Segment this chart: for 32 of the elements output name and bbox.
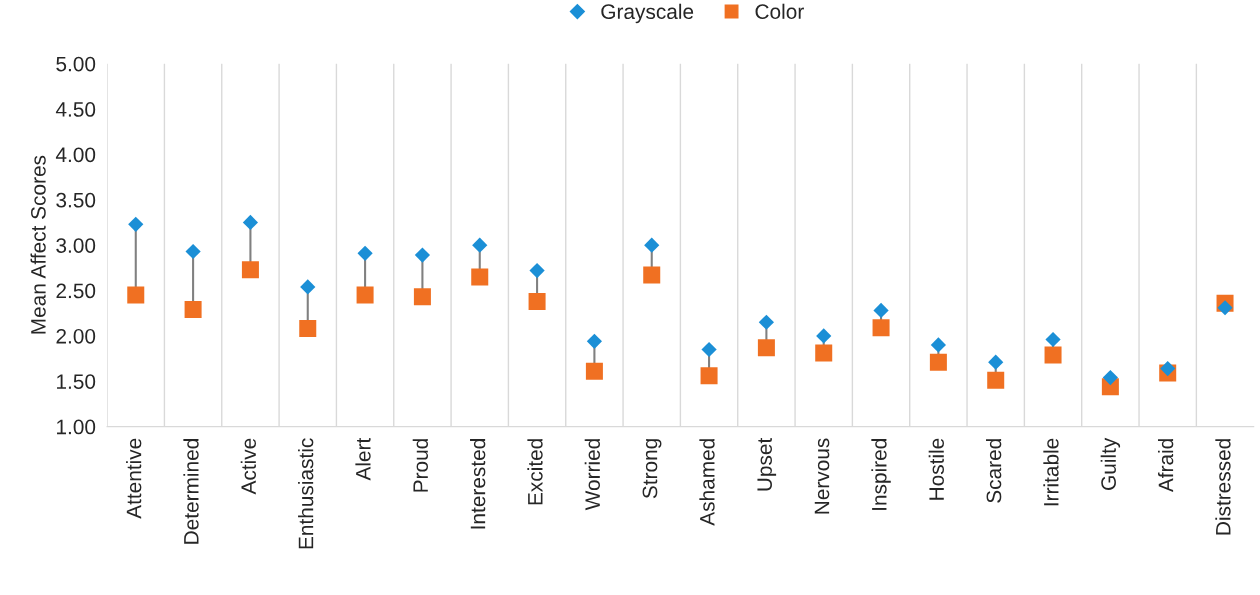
x-tick-label: Distressed [1215, 439, 1231, 535]
x-tick-label: Ashamed [699, 439, 715, 526]
legend-label: Color [755, 3, 804, 20]
y-tick-label: 2.00 [56, 328, 96, 344]
y-tick-label: 3.50 [56, 192, 96, 208]
x-tick-label: Attentive [126, 438, 142, 519]
x-tick-label: Excited [527, 439, 543, 505]
x-tick-label: Inspired [871, 439, 891, 510]
x-tick-label: Worried [584, 439, 600, 511]
legend-label: Grayscale [601, 3, 694, 24]
x-tick-label: Guilty [1100, 437, 1121, 490]
x-tick-label: Alert [355, 437, 371, 481]
y-tick-label: 3.00 [56, 238, 96, 253]
x-tick-label: Proud [412, 439, 429, 492]
x-tick-label: Nervous [814, 438, 830, 514]
x-tick-label: Interested [470, 439, 486, 529]
x-tick-label: Active [240, 438, 257, 495]
x-tick-label: Scared [986, 439, 1002, 503]
x-tick-label: Irritable [1043, 438, 1059, 506]
y-tick-label: 2.50 [56, 283, 96, 299]
x-tick-label: Afraid [1157, 439, 1174, 493]
x-tick-label: Strong [642, 439, 662, 499]
x-tick-label: Hostile [928, 438, 944, 500]
y-tick-label: 1.00 [57, 419, 96, 435]
y-tick-label: 1.50 [57, 374, 96, 389]
x-tick-label: Enthusiastic [298, 438, 314, 549]
y-tick-label: 5.00 [56, 56, 96, 72]
x-tick-label: Determined [183, 439, 199, 544]
y-tick-label: 4.00 [55, 147, 96, 163]
y-tick-label: 4.50 [55, 102, 96, 117]
x-tick-label: Upset [757, 437, 777, 491]
y-axis-title: Mean Affect Scores [30, 155, 46, 334]
